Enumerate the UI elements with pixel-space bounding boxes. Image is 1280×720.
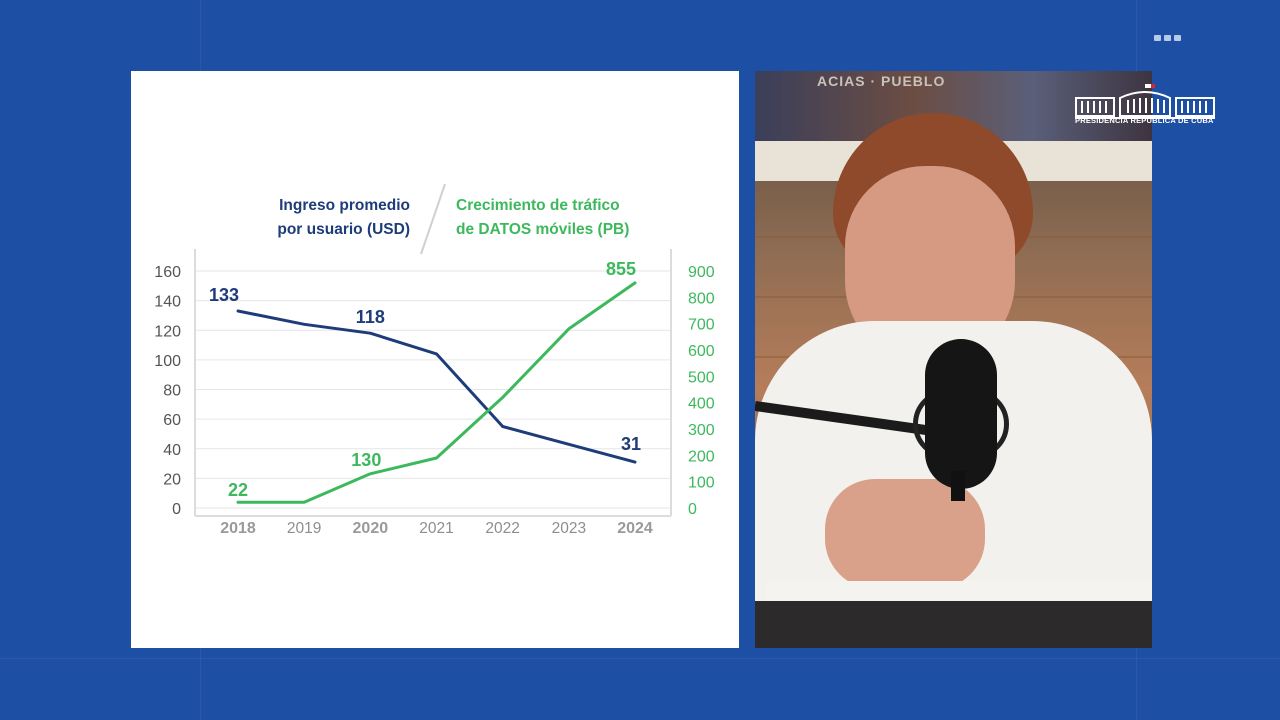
x-tick-label: 2018 — [220, 520, 256, 537]
series-line-income — [236, 309, 637, 464]
background-banner-text: ACIAS · PUEBLO — [817, 73, 946, 89]
y-right-tick-label: 400 — [688, 396, 715, 413]
x-tick-label: 2021 — [419, 520, 453, 537]
dots-icon — [1154, 35, 1181, 41]
y-left-tick-label: 20 — [163, 471, 181, 488]
x-tick-label: 2020 — [353, 520, 389, 537]
legend-divider — [420, 183, 446, 255]
y-left-tick-label: 100 — [154, 353, 181, 370]
y-left-tick-label: 40 — [163, 442, 181, 459]
y-left-tick-label: 120 — [154, 323, 181, 340]
chart-panel: 0 20 40 60 80 100 120 140 160 0 100 200 300 400 500 600… — [131, 71, 739, 648]
microphone-icon — [925, 339, 997, 489]
background-divider-horizontal — [0, 658, 1280, 659]
x-tick-label: 2023 — [552, 520, 586, 537]
y-left-tick-label: 60 — [163, 412, 181, 429]
y-right-tick-label: 100 — [688, 475, 715, 492]
y-right-tick-label: 200 — [688, 448, 715, 465]
y-right-tick-label: 300 — [688, 422, 715, 439]
speaker-video: ACIAS · PUEBLO — [755, 71, 1152, 648]
y-left-tick-label: 80 — [163, 383, 181, 400]
data-label: 22 — [228, 480, 248, 500]
y-left-tick-label: 160 — [154, 264, 181, 281]
legend-traffic: Crecimiento de tráfico de DATOS móviles … — [456, 194, 656, 242]
data-label: 855 — [606, 259, 636, 279]
legend-income-line2: por usuario (USD) — [277, 221, 410, 238]
y-right-tick-label: 700 — [688, 317, 715, 334]
government-building-logo-icon — [1075, 84, 1215, 119]
data-label: 133 — [209, 285, 239, 305]
legend-traffic-line1: Crecimiento de tráfico — [456, 197, 620, 214]
x-tick-label: 2022 — [485, 520, 519, 537]
legend-income-line1: Ingreso promedio — [279, 197, 410, 214]
desk — [755, 601, 1152, 648]
y-right-tick-label: 600 — [688, 343, 715, 360]
y-left-tick-label: 0 — [172, 501, 181, 518]
data-label: 118 — [356, 307, 385, 327]
dual-axis-line-chart: 0 20 40 60 80 100 120 140 160 0 100 200 300 400 500 600… — [154, 183, 715, 537]
logo-text: PRESIDENCIA REPÚBLICA DE CUBA — [1075, 116, 1214, 125]
legend-traffic-line2: de DATOS móviles (PB) — [456, 221, 630, 238]
data-label: 31 — [621, 434, 641, 454]
y-right-tick-label: 0 — [688, 501, 697, 518]
x-tick-label: 2024 — [617, 520, 653, 537]
legend-income: Ingreso promedio por usuario (USD) — [260, 194, 410, 242]
y-right-tick-label: 500 — [688, 369, 715, 386]
x-tick-label: 2019 — [287, 520, 321, 537]
series-line-traffic — [236, 281, 637, 504]
y-left-tick-label: 140 — [154, 294, 181, 311]
y-right-tick-label: 900 — [688, 264, 715, 281]
data-label: 130 — [351, 450, 381, 470]
y-right-tick-label: 800 — [688, 290, 715, 307]
microphone-stem — [951, 471, 965, 501]
